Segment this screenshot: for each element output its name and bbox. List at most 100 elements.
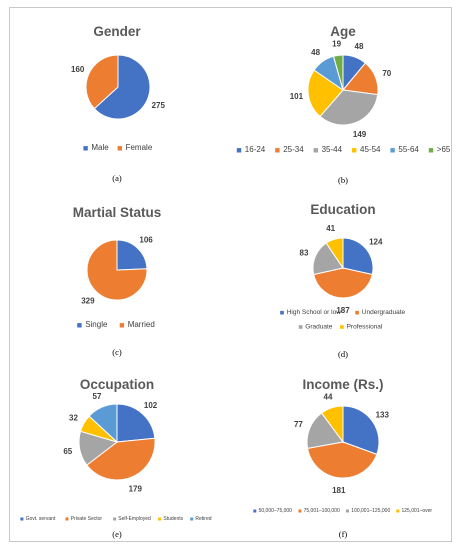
chart-age-data-label-45-54: 101 [290, 92, 304, 101]
chart-occupation-legend-marker-self-employed [113, 517, 117, 521]
chart-age-slice-35-44 [319, 89, 379, 126]
chart-education-legend-marker-undergraduate [355, 310, 359, 315]
chart-education-legend-label-professional: Professional [347, 323, 383, 330]
chart-age-legend-label-55-64: 55-64 [398, 145, 419, 154]
chart-age-data-label-55-64: 48 [311, 48, 320, 57]
chart-occupation-slice-govt-servant [116, 403, 156, 443]
chart-gender: Gender 275 160 Male Female (a) [71, 24, 165, 183]
chart-occupation-data-label-govt-servant: 102 [144, 401, 158, 410]
chart-income-rs-data-label-75-001-100-000: 181 [332, 486, 346, 495]
chart-gender-legend-marker-male [83, 146, 88, 151]
chart-education-slice-professional [325, 237, 344, 270]
chart-income-rs-title: Income (Rs.) [302, 377, 383, 392]
chart-age-legend-marker-35-44 [313, 148, 318, 153]
chart-income-rs-legend-marker-75-001-100-000 [298, 509, 302, 513]
chart-martial-status-legend-marker-single [77, 323, 82, 328]
chart-education-legend-label-high-school-or-low: High School or low [287, 309, 341, 316]
chart-income-rs-data-label-50-000-75-000: 133 [376, 411, 390, 420]
chart-occupation-slice-retired [88, 403, 118, 444]
chart-education-data-label-graduate: 83 [300, 249, 309, 258]
chart-income-rs-slice-75-001-100-000 [306, 441, 378, 479]
chart-occupation-legend-label-students: Students [163, 516, 183, 522]
chart-gender-legend-label-male: Male [91, 143, 109, 152]
chart-martial-status-caption: (c) [112, 347, 122, 357]
chart-age-legend-label-16-24: 16-24 [245, 145, 266, 154]
chart-occupation-slice-private-sector [86, 437, 156, 481]
chart-occupation-title: Occupation [80, 377, 154, 392]
chart-education-data-label-undergraduate: 187 [336, 306, 350, 315]
chart-gender-slice-male [93, 54, 151, 120]
chart-age-legend-marker-65 [428, 148, 434, 153]
chart-martial-status-slice-single [116, 239, 148, 271]
chart-occupation-legend-label-self-employed: Self-Employed [118, 516, 151, 522]
chart-occupation-legend-label-govt-servant: Govt. servant [26, 516, 56, 522]
chart-age-legend-marker-45-54 [352, 148, 357, 153]
chart-age-legend-marker-55-64 [390, 148, 395, 153]
chart-age-legend-label-65: >65 [437, 145, 451, 154]
chart-education-legend-marker-professional [340, 325, 344, 329]
chart-income-rs-legend-label-50-000-75-000: 50,000–75,000 [259, 508, 293, 514]
chart-occupation: Occupation 102 179 65 32 57 Govt. servant Priva… [20, 377, 212, 539]
chart-martial-status-slice-married [86, 239, 148, 301]
chart-occupation-legend-label-retired: Retired [195, 516, 211, 522]
chart-income-rs-legend-label-100-001-125-000: 100,001–125,000 [351, 508, 390, 514]
chart-occupation-data-label-students: 32 [69, 413, 78, 422]
chart-gender-slice-female [85, 54, 119, 110]
chart-occupation-caption: (e) [112, 529, 122, 539]
chart-occupation-data-label-retired: 57 [93, 392, 102, 401]
chart-income-rs-legend-label-75-001-100-000: 75,001–100,000 [304, 508, 340, 514]
chart-age-caption: (b) [338, 175, 348, 185]
chart-age-legend-marker-16-24 [236, 148, 242, 153]
chart-age-slice-65 [332, 54, 344, 91]
chart-age-data-label-16-24: 48 [355, 42, 364, 51]
chart-age-data-label-35-44: 149 [353, 130, 367, 139]
chart-martial-status-data-label-married: 329 [81, 296, 95, 305]
chart-age-data-label-25-34: 70 [382, 69, 391, 78]
chart-education-slice-high-school-or-low [342, 237, 374, 276]
chart-education-slice-undergraduate [313, 267, 373, 299]
chart-education-legend-label-undergraduate: Undergraduate [362, 309, 406, 316]
chart-income-rs-legend-marker-100-001-125-000 [346, 509, 349, 513]
chart-age-legend-label-45-54: 45-54 [360, 145, 381, 154]
chart-age-data-label-65: 19 [332, 39, 341, 48]
chart-gender-data-label-female: 160 [71, 65, 85, 74]
chart-income-rs-data-label-100-001-125-000: 77 [294, 420, 303, 429]
chart-age-legend-marker-25-34 [275, 148, 280, 153]
chart-occupation-legend-marker-students [158, 517, 162, 521]
chart-income-rs-legend-label-125-001-over: 125,001–over [402, 508, 433, 514]
chart-income-rs-slice-50-000-75-000 [342, 405, 380, 455]
chart-income-rs-legend-marker-50-000-75-000 [253, 509, 257, 513]
chart-occupation-data-label-self-employed: 65 [63, 447, 72, 456]
chart-gender-legend-label-female: Female [126, 143, 153, 152]
chart-occupation-legend-marker-govt-servant [20, 517, 24, 521]
chart-gender-legend-marker-female [117, 146, 122, 151]
chart-gender-caption: (a) [112, 173, 122, 183]
chart-income-rs-slice-125-001-over [320, 405, 344, 444]
chart-martial-status-legend-marker-married [119, 323, 125, 328]
chart-occupation-legend-marker-retired [190, 517, 194, 521]
chart-income-rs-caption: (f) [339, 529, 348, 539]
chart-martial-status-legend-label-single: Single [85, 320, 108, 329]
chart-gender-title: Gender [93, 24, 141, 39]
chart-income-rs: Income (Rs.) 133 181 77 44 50,000–75,000 75,00… [253, 377, 432, 539]
chart-income-rs-data-label-125-001-over: 44 [324, 392, 333, 401]
chart-age-legend-label-35-44: 35-44 [322, 145, 343, 154]
chart-age-title: Age [330, 24, 356, 39]
chart-occupation-legend-marker-private-sector [65, 517, 69, 521]
chart-education-legend-marker-graduate [298, 325, 303, 329]
chart-education-data-label-high-school-or-low: 124 [369, 238, 383, 247]
chart-martial-status: Martial Status 106 329 Single Married (c) [73, 205, 162, 357]
chart-age-legend-label-25-34: 25-34 [283, 145, 304, 154]
chart-martial-status-title: Martial Status [73, 205, 162, 220]
chart-occupation-legend-label-private-sector: Private Sector [71, 516, 103, 522]
chart-education-title: Education [310, 202, 375, 217]
chart-education-legend-marker-high-school-or-low [280, 310, 284, 315]
chart-age-slice-45-54 [307, 69, 344, 118]
chart-martial-status-data-label-single: 106 [139, 236, 153, 245]
chart-income-rs-legend-marker-125-001-over [396, 509, 400, 513]
chart-education-data-label-professional: 41 [326, 224, 335, 233]
chart-education: Education 124 187 83 41 High School or low Und… [280, 202, 406, 359]
chart-education-caption: (d) [338, 349, 348, 359]
